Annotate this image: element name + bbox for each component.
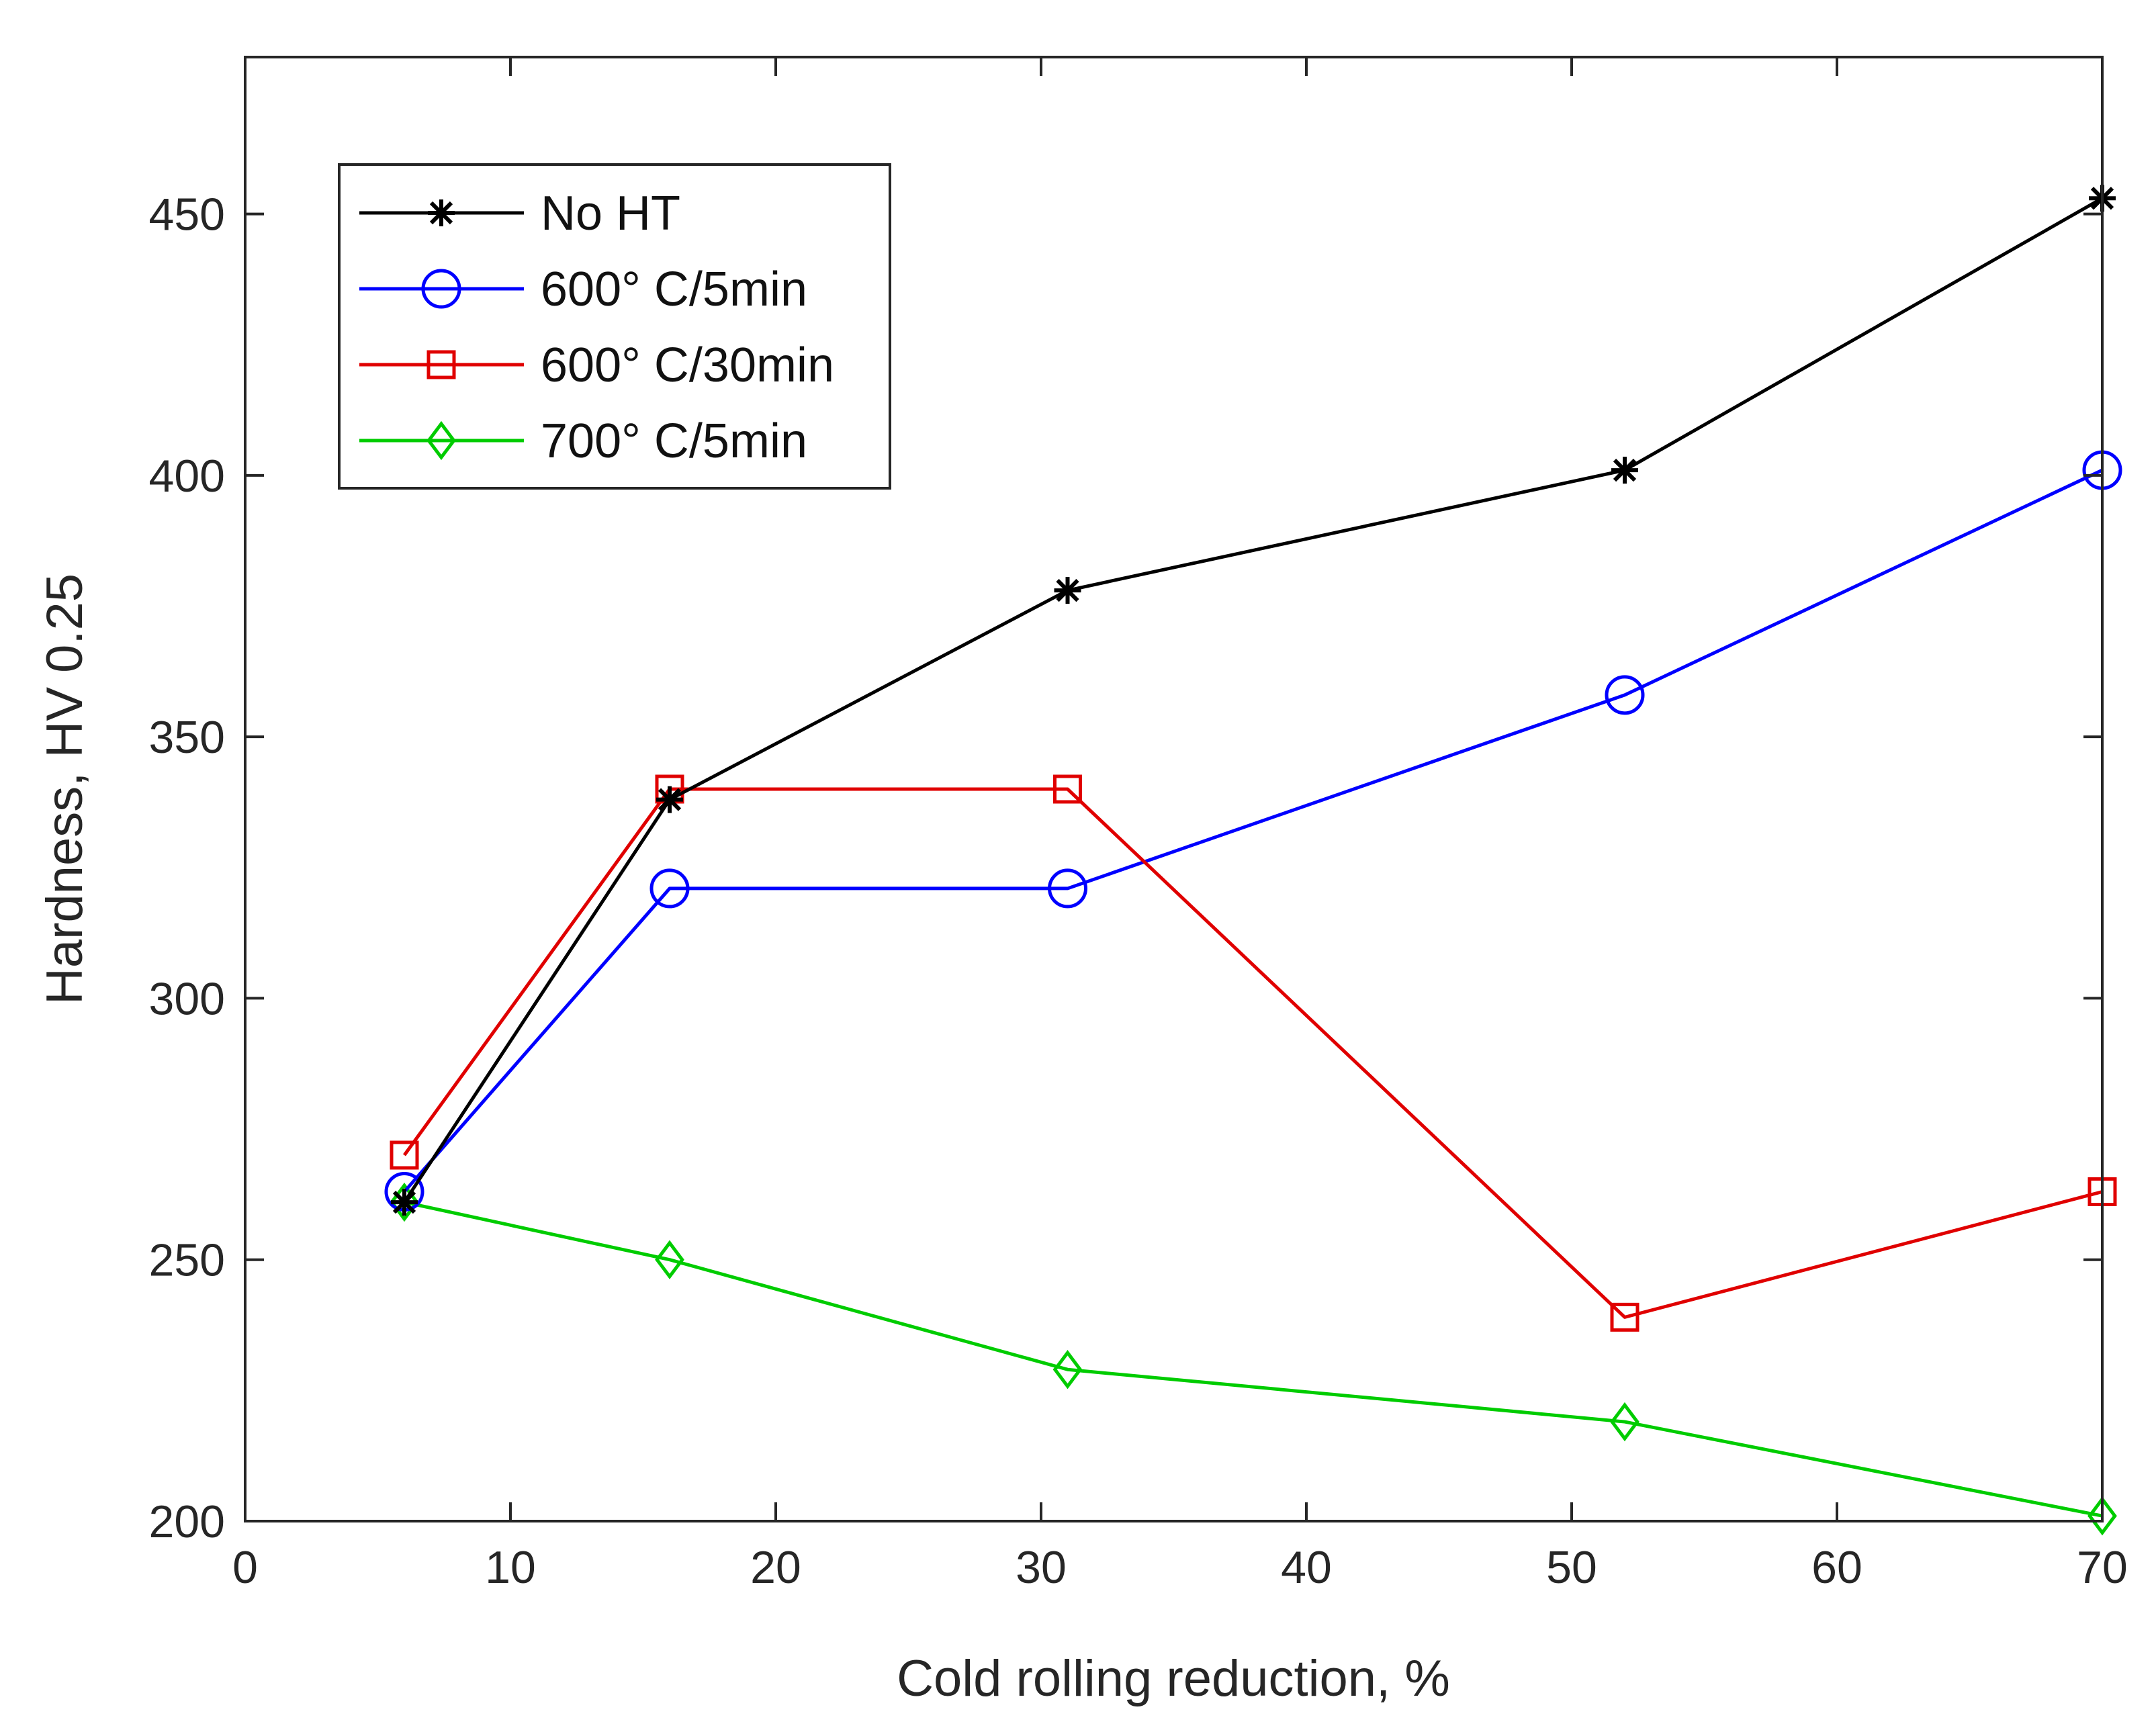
x-tick-label: 20 xyxy=(750,1542,801,1593)
legend-marker xyxy=(421,269,461,309)
x-tick-label: 70 xyxy=(2077,1542,2128,1593)
legend-label: No HT xyxy=(541,187,680,240)
series-layer xyxy=(384,185,2122,1536)
series-no-ht xyxy=(391,185,2116,1216)
legend-label: 700° C/5min xyxy=(541,414,807,468)
legend-item-600-c-30min: 600° C/30min xyxy=(359,338,834,392)
legend-label: 600° C/30min xyxy=(541,338,834,392)
x-tick-label: 40 xyxy=(1281,1542,1332,1593)
x-tick-label: 10 xyxy=(485,1542,536,1593)
series-line-600-c-30min xyxy=(402,787,2103,1319)
data-point-600-c-30min xyxy=(390,1140,419,1170)
data-point-600-c-5min xyxy=(649,868,690,909)
legend-item-no-ht: No HT xyxy=(359,187,680,240)
data-point-600-c-30min xyxy=(1053,774,1082,804)
x-tick-label: 0 xyxy=(232,1542,258,1593)
x-axis-label: Cold rolling reduction, % xyxy=(897,1650,1450,1707)
data-point-700-c-5min xyxy=(655,1240,684,1279)
data-point-600-c-5min xyxy=(1048,868,1087,909)
data-point-no-ht xyxy=(391,1189,418,1216)
legend-marker xyxy=(428,199,455,226)
data-point-700-c-5min xyxy=(2087,1496,2117,1536)
y-tick-label: 300 xyxy=(149,973,225,1024)
legend-label: 600° C/5min xyxy=(541,263,807,316)
legend: No HT 600° C/5min 600° C/30min 700° C/5min xyxy=(338,163,891,490)
x-tick-label: 30 xyxy=(1016,1542,1067,1593)
data-point-no-ht xyxy=(1054,577,1081,604)
y-tick-label: 450 xyxy=(149,189,225,240)
legend-marker xyxy=(426,420,456,461)
legend-marker xyxy=(426,350,456,379)
data-point-600-c-5min xyxy=(1605,675,1645,715)
y-tick-label: 400 xyxy=(149,451,225,502)
data-point-no-ht xyxy=(1611,457,1638,484)
x-tick-label: 60 xyxy=(1811,1542,1862,1593)
series-line-600-c-5min xyxy=(403,468,2104,1193)
x-tick-label: 50 xyxy=(1546,1542,1597,1593)
legend-box xyxy=(338,163,891,490)
y-tick-label: 350 xyxy=(149,712,225,763)
data-point-no-ht xyxy=(656,786,683,813)
y-tick-label: 250 xyxy=(149,1235,225,1286)
data-point-700-c-5min xyxy=(1052,1350,1083,1390)
data-point-700-c-5min xyxy=(1610,1402,1640,1442)
axes-layer: 0 10 20 30 40 50 60 70 200 250 300 350 400 450 xyxy=(149,56,2128,1593)
axes-box xyxy=(244,56,2104,1522)
legend-item-700-c-5min: 700° C/5min xyxy=(359,414,807,468)
y-axis-label: Hardness, HV 0.25 xyxy=(36,574,93,1005)
data-point-600-c-30min xyxy=(1610,1302,1640,1332)
legend-item-600-c-5min: 600° C/5min xyxy=(359,263,807,316)
series-line-700-c-5min xyxy=(404,1200,2103,1518)
y-tick-label: 200 xyxy=(149,1496,225,1547)
